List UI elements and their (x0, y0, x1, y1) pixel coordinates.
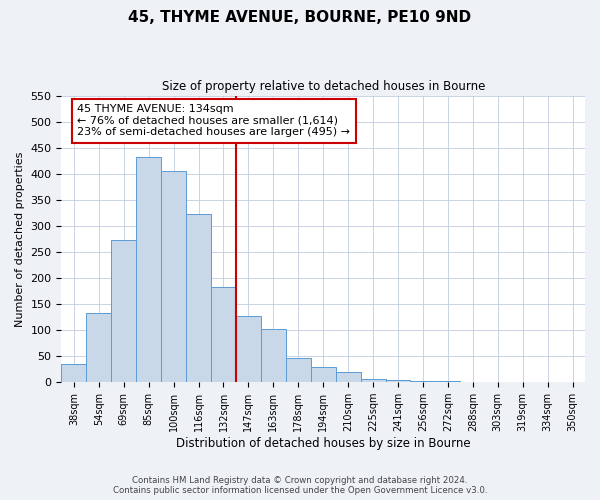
X-axis label: Distribution of detached houses by size in Bourne: Distribution of detached houses by size … (176, 437, 470, 450)
Bar (111, 240, 136, 382)
Bar (436, 381, 460, 382)
Bar (386, 380, 410, 382)
Bar (335, 372, 361, 382)
Bar (86, 314, 111, 382)
Text: 45, THYME AVENUE, BOURNE, PE10 9ND: 45, THYME AVENUE, BOURNE, PE10 9ND (128, 10, 472, 25)
Bar (211, 287, 236, 382)
Bar (361, 378, 386, 382)
Text: 45 THYME AVENUE: 134sqm
← 76% of detached houses are smaller (1,614)
23% of semi: 45 THYME AVENUE: 134sqm ← 76% of detache… (77, 104, 350, 138)
Y-axis label: Number of detached properties: Number of detached properties (15, 151, 25, 326)
Title: Size of property relative to detached houses in Bourne: Size of property relative to detached ho… (161, 80, 485, 93)
Bar (286, 358, 311, 382)
Bar (261, 328, 286, 382)
Bar (311, 366, 335, 382)
Bar (410, 380, 436, 382)
Bar (61, 364, 86, 382)
Bar (161, 171, 186, 382)
Bar (136, 157, 161, 382)
Bar (186, 214, 211, 382)
Text: Contains HM Land Registry data © Crown copyright and database right 2024.
Contai: Contains HM Land Registry data © Crown c… (113, 476, 487, 495)
Bar (236, 316, 261, 382)
